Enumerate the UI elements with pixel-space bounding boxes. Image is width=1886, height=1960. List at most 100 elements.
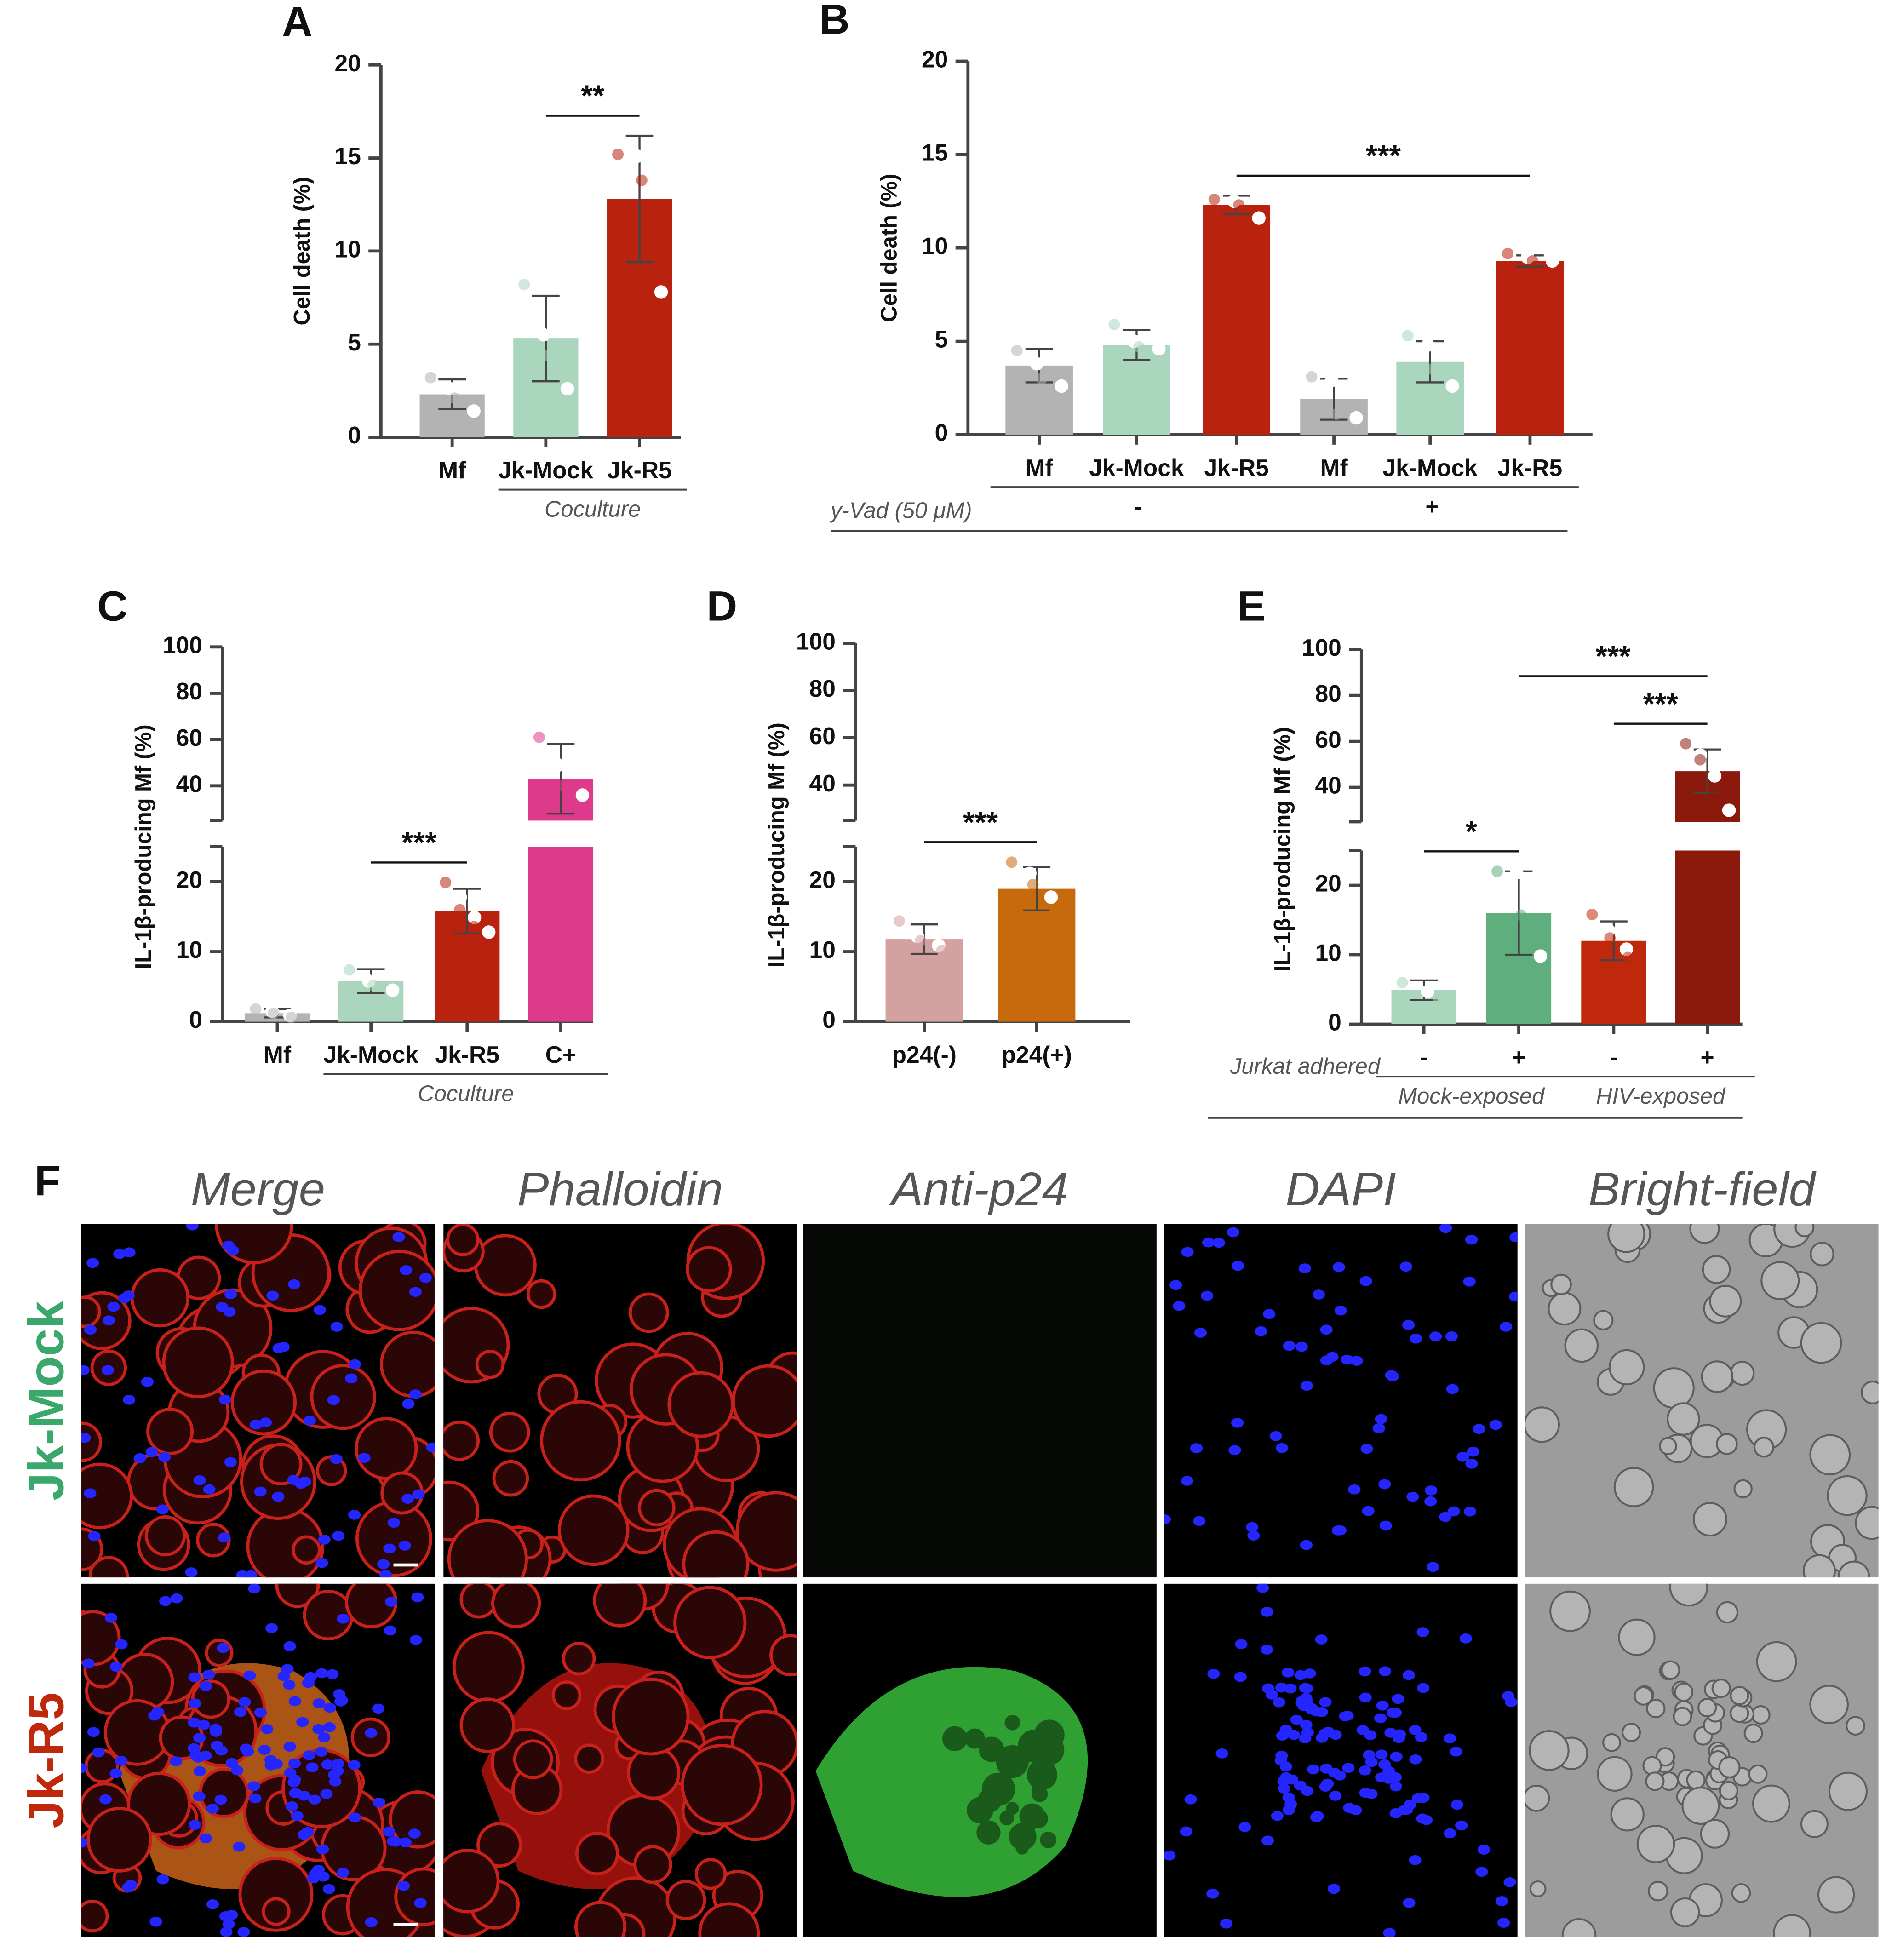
nucleus <box>1261 1835 1274 1846</box>
x-tick-label: - <box>1420 1044 1428 1071</box>
nucleus <box>188 1820 201 1830</box>
data-point <box>1108 319 1120 331</box>
nucleus <box>1341 1710 1354 1721</box>
nucleus <box>1334 1305 1347 1316</box>
cell <box>262 1897 291 1926</box>
cell <box>459 1583 498 1619</box>
cell <box>1760 1261 1800 1301</box>
data-point <box>1027 878 1039 890</box>
data-point <box>1622 951 1634 963</box>
cell <box>1642 1756 1662 1776</box>
cell <box>1753 1437 1775 1458</box>
bar <box>1674 771 1740 1025</box>
cell <box>1743 1724 1763 1743</box>
nucleus <box>323 1722 336 1732</box>
bar <box>435 911 500 1022</box>
nucleus <box>1409 1725 1422 1735</box>
nucleus <box>87 1727 100 1737</box>
nucleus <box>1310 1812 1323 1822</box>
nucleus <box>249 1793 262 1804</box>
nucleus <box>247 1781 260 1792</box>
data-point-ring <box>482 925 496 939</box>
y-tick-label: 80 <box>1315 680 1341 707</box>
nucleus <box>1386 1708 1399 1718</box>
cell <box>1697 1698 1717 1718</box>
nucleus <box>322 1884 335 1894</box>
nucleus <box>308 1794 321 1805</box>
significance-label: *** <box>1643 687 1679 721</box>
nucleus <box>220 1927 233 1937</box>
nucleus <box>1315 1707 1328 1717</box>
y-axis-title: Cell death (%) <box>877 174 901 322</box>
y-tick-label: 0 <box>189 1006 202 1033</box>
data-point <box>1036 373 1048 384</box>
nucleus <box>1298 1263 1311 1273</box>
nucleus <box>1417 1683 1430 1693</box>
nucleus <box>254 1707 267 1718</box>
cell <box>612 1678 690 1756</box>
cell <box>575 1832 619 1876</box>
cell <box>1860 1381 1879 1404</box>
data-point <box>1006 856 1018 868</box>
nucleus <box>233 1841 246 1852</box>
nucleus <box>1362 1506 1375 1516</box>
data-point <box>454 904 466 916</box>
vesicle <box>1026 1759 1057 1790</box>
nucleus <box>1402 1320 1415 1330</box>
nucleus <box>412 1489 425 1500</box>
data-point <box>367 979 379 991</box>
nucleus <box>1392 1694 1404 1704</box>
bar <box>1496 261 1564 435</box>
nucleus <box>1459 1633 1472 1644</box>
nucleus <box>1332 1525 1345 1536</box>
panel-label: F <box>34 1157 60 1204</box>
nucleus <box>1398 1805 1410 1816</box>
data-point <box>636 174 648 186</box>
cell <box>1525 1406 1560 1443</box>
nucleus <box>409 1389 422 1399</box>
cell <box>1828 1771 1868 1811</box>
group-label: - <box>1134 494 1141 519</box>
cell <box>593 1583 647 1628</box>
data-point-ring <box>1152 342 1166 356</box>
data-point <box>1491 865 1503 877</box>
x-tick-label: Jk-Mock <box>1089 454 1184 481</box>
nucleus <box>1360 1444 1373 1454</box>
nucleus <box>84 1324 97 1335</box>
data-point-ring <box>1055 379 1068 393</box>
nucleus <box>141 1376 154 1387</box>
data-point <box>1604 932 1616 944</box>
nucleus <box>1206 1888 1219 1899</box>
micrograph <box>1525 1224 1879 1578</box>
nucleus <box>287 1475 300 1485</box>
error-bar <box>547 743 575 815</box>
cell <box>526 1279 556 1309</box>
nucleus <box>193 1791 206 1801</box>
nucleus <box>1359 1276 1372 1286</box>
nucleus <box>1359 1692 1372 1703</box>
nucleus <box>1164 1514 1171 1524</box>
nucleus <box>1231 1417 1244 1428</box>
cell <box>681 1744 763 1826</box>
cell <box>1730 1703 1749 1723</box>
data-point-ring <box>1030 357 1043 371</box>
significance-label: *** <box>1366 139 1401 172</box>
nucleus <box>1247 1530 1260 1541</box>
bar <box>528 779 594 1022</box>
nucleus <box>399 1837 412 1848</box>
micrograph-background <box>1164 1583 1518 1937</box>
nucleus <box>373 1797 385 1808</box>
nucleus <box>1184 1794 1197 1805</box>
panel-label: D <box>706 582 737 630</box>
nucleus <box>313 1698 326 1708</box>
nucleus <box>402 1398 415 1409</box>
data-point <box>557 780 569 792</box>
data-point <box>1402 330 1414 342</box>
nucleus <box>1447 1506 1460 1517</box>
nucleus <box>82 1658 95 1669</box>
nucleus <box>1359 1788 1372 1798</box>
micrograph <box>803 1224 1157 1578</box>
cell <box>1756 1641 1797 1682</box>
nucleus <box>99 1794 112 1805</box>
nucleus <box>1509 1291 1518 1302</box>
